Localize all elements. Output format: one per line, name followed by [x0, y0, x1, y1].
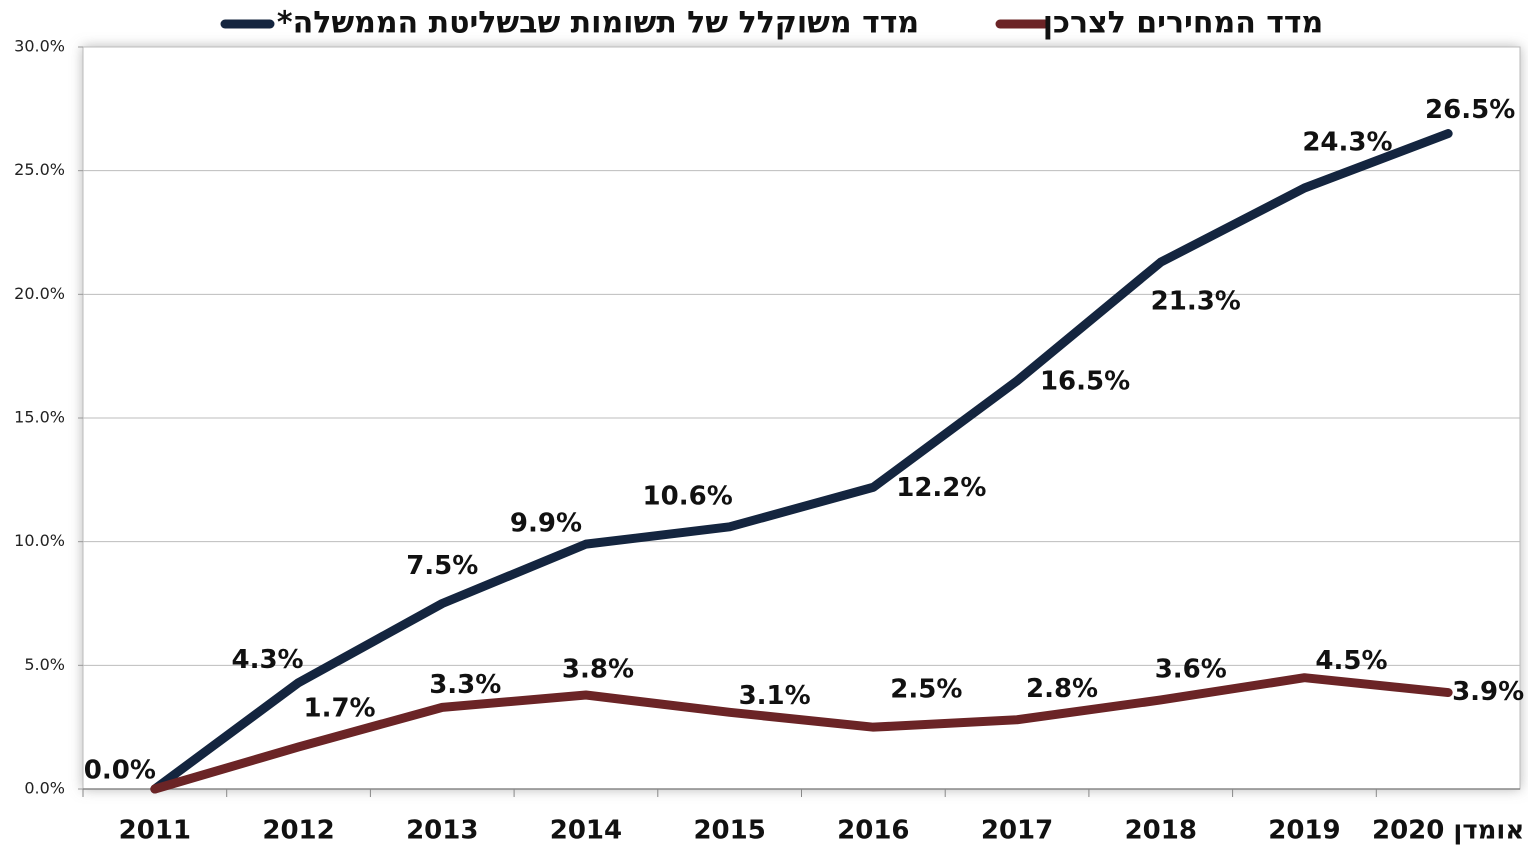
y-tick-label: 20.0% — [14, 284, 65, 303]
x-tick-label: אומדן 2020 — [1372, 816, 1524, 846]
y-tick-label: 30.0% — [14, 37, 65, 56]
x-tick-label: 2012 — [262, 816, 334, 846]
series-line — [150, 129, 1453, 794]
data-label: 12.2% — [896, 473, 986, 503]
x-tick-label: 2019 — [1268, 816, 1340, 846]
data-label: 16.5% — [1040, 366, 1130, 396]
x-tick-label: 2016 — [837, 816, 909, 846]
y-tick-label: 5.0% — [24, 655, 65, 674]
x-tick-label: 2013 — [406, 816, 478, 846]
data-label: 26.5% — [1425, 95, 1515, 125]
data-label: 7.5% — [406, 551, 478, 581]
data-label: 24.3% — [1302, 127, 1392, 157]
data-label: 10.6% — [643, 481, 733, 511]
y-tick-label: 15.0% — [14, 408, 65, 427]
series-line — [150, 673, 1453, 794]
data-label: 3.6% — [1155, 654, 1227, 684]
data-label: 0.0% — [84, 756, 156, 786]
y-tick-label: 25.0% — [14, 160, 65, 179]
x-tick-label: 2015 — [693, 816, 765, 846]
y-tick-label: 10.0% — [14, 531, 65, 550]
data-label: 3.9% — [1452, 677, 1524, 707]
data-label: 4.5% — [1315, 646, 1387, 676]
data-label: 4.3% — [231, 645, 303, 675]
data-label: 3.1% — [739, 681, 811, 711]
legend-label: מדד המחירים לצרכן — [1043, 6, 1324, 41]
data-label: 3.8% — [562, 655, 634, 685]
data-label: 3.3% — [429, 670, 501, 700]
legend-label: מדד משוקלל של תשומות שבשליטת הממשלה* — [277, 6, 919, 41]
x-tick-label: 2017 — [981, 816, 1053, 846]
data-label: 2.8% — [1026, 674, 1098, 704]
x-tick-label: 2011 — [119, 816, 191, 846]
y-tick-label: 0.0% — [24, 779, 65, 798]
x-tick-label: 2018 — [1125, 816, 1197, 846]
data-label: 1.7% — [303, 693, 375, 723]
data-label: 21.3% — [1151, 287, 1241, 317]
x-tick-label: 2014 — [550, 816, 622, 846]
data-label: 2.5% — [890, 675, 962, 705]
data-label: 9.9% — [510, 509, 582, 539]
